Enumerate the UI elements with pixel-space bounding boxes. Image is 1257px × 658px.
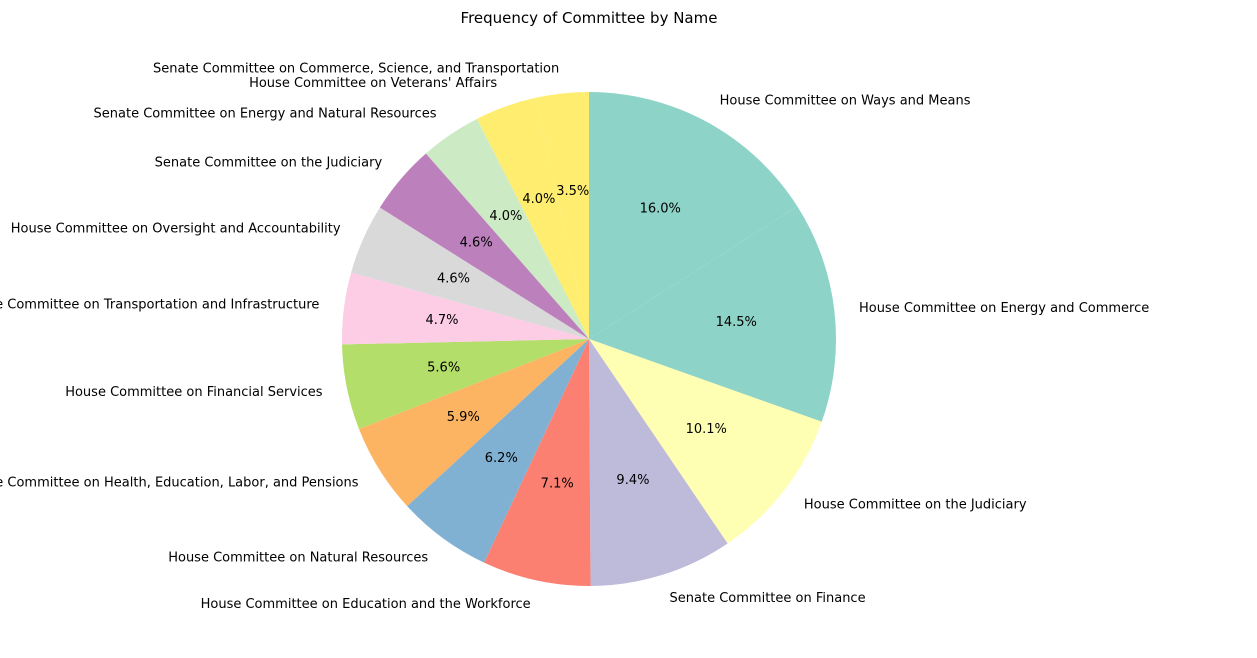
pie-pct-label: 9.4% <box>616 473 649 488</box>
pie-slice-house-committee-on-transportation-and-infrastructure <box>342 272 589 345</box>
pie-category-label: House Committee on Veterans' Affairs <box>249 76 497 91</box>
pie-category-label: Senate Committee on Commerce, Science, a… <box>153 61 559 76</box>
pie-slice-house-committee-on-the-judiciary <box>589 339 822 544</box>
pie-pct-label: 10.1% <box>686 422 727 437</box>
pie-slice-senate-committee-on-health-education-labor-and-pensions <box>358 339 589 507</box>
pie-category-label: Senate Committee on Finance <box>670 591 866 606</box>
pie-slice-house-committee-on-oversight-and-accountability <box>351 207 589 339</box>
pie-slice-house-committee-on-education-and-the-workforce <box>484 339 591 587</box>
pie-pct-label: 3.5% <box>556 184 589 199</box>
pie-category-label: House Committee on the Judiciary <box>804 498 1027 513</box>
pie-pct-label: 4.7% <box>425 313 458 328</box>
pie-pct-label: 16.0% <box>640 202 681 217</box>
pie-labels: 16.0% House Committee on Ways and Means 14… <box>0 61 1149 611</box>
pie-pct-label: 6.2% <box>485 451 518 466</box>
pie-pct-label: 7.1% <box>541 476 574 491</box>
pie-pct-label: 14.5% <box>716 315 757 330</box>
pie-slice-senate-committee-on-the-judiciary <box>379 153 589 339</box>
pie-category-label: Senate Committee on Energy and Natural R… <box>94 107 437 122</box>
pie-category-label: House Committee on Natural Resources <box>168 551 428 566</box>
pie-pct-label: 5.9% <box>447 410 480 425</box>
pie-slice-house-committee-on-natural-resources <box>407 339 589 563</box>
pie-slices <box>342 92 837 587</box>
pie-slice-senate-committee-on-energy-and-natural-resources <box>425 118 589 339</box>
pie-category-label: House Committee on Financial Services <box>65 385 323 400</box>
pie-category-label: Senate Committee on the Judiciary <box>155 155 383 170</box>
pie-slice-house-committee-on-energy-and-commerce <box>589 206 837 422</box>
pie-category-label: Senate Committee on Health, Education, L… <box>0 475 359 490</box>
pie-pct-label: 4.0% <box>489 209 522 224</box>
pie-slice-house-committee-on-veterans-affairs <box>477 97 589 339</box>
pie-category-label: House Committee on Education and the Wor… <box>201 597 531 612</box>
chart-title: Frequency of Committee by Name <box>461 9 718 27</box>
pie-pct-label: 5.6% <box>427 361 460 376</box>
pie-slice-senate-committee-on-finance <box>589 339 728 586</box>
pie-pct-label: 4.0% <box>522 192 555 207</box>
pie-slice-senate-committee-on-commerce-science-and-transportation <box>535 92 589 339</box>
pie-category-label: House Committee on Energy and Commerce <box>859 301 1149 316</box>
pie-category-label: House Committee on Transportation and In… <box>0 298 319 313</box>
pie-slice-house-committee-on-financial-services <box>342 339 589 430</box>
pie-category-label: House Committee on Oversight and Account… <box>11 221 341 236</box>
pie-slice-house-committee-on-ways-and-means <box>589 92 798 339</box>
pie-pct-label: 4.6% <box>437 271 470 286</box>
pie-pct-label: 4.6% <box>460 235 493 250</box>
pie-category-label: House Committee on Ways and Means <box>720 93 971 108</box>
